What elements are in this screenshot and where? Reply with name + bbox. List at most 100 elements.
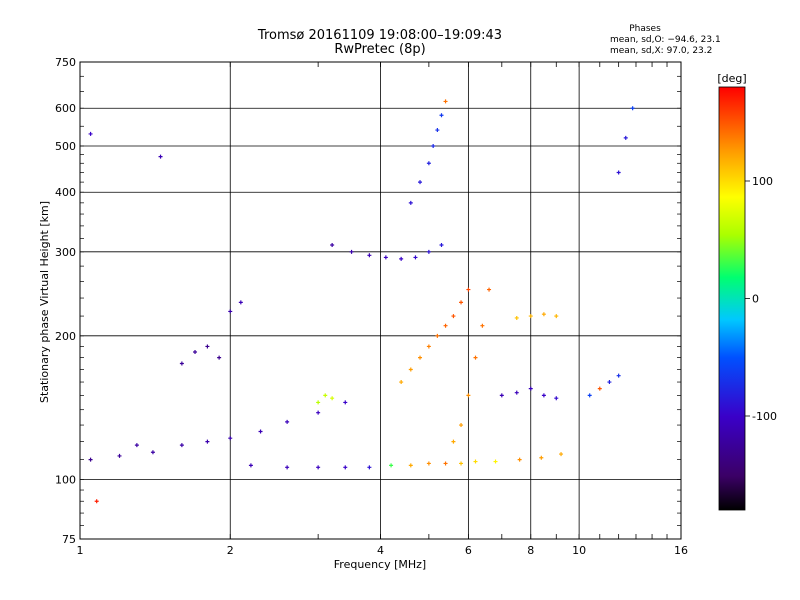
data-point xyxy=(349,249,354,254)
data-point xyxy=(517,457,522,462)
stats-o: mean, sd,O: −94.6, 23.1 xyxy=(610,35,721,45)
data-point xyxy=(117,453,122,458)
data-point xyxy=(473,459,478,464)
data-point xyxy=(554,396,559,401)
data-point xyxy=(439,113,444,118)
y-tick-label: 500 xyxy=(55,140,76,153)
grid xyxy=(80,62,681,539)
data-point xyxy=(597,386,602,391)
data-point xyxy=(487,287,492,292)
data-point xyxy=(426,161,431,166)
y-tick-label: 75 xyxy=(62,533,76,546)
x-tick-label: 10 xyxy=(572,544,586,557)
data-point xyxy=(228,309,233,314)
data-point xyxy=(554,314,559,319)
data-point xyxy=(541,312,546,317)
data-point xyxy=(559,452,564,457)
data-point xyxy=(150,450,155,455)
data-point xyxy=(205,439,210,444)
data-point xyxy=(316,400,321,405)
y-tick-label: 200 xyxy=(55,330,76,343)
data-point xyxy=(528,386,533,391)
colorbar xyxy=(718,86,746,511)
data-point xyxy=(480,323,485,328)
data-point xyxy=(158,154,163,159)
data-point xyxy=(408,367,413,372)
data-point xyxy=(514,315,519,320)
data-point xyxy=(431,143,436,148)
data-point xyxy=(443,99,448,104)
y-tick-label: 100 xyxy=(55,473,76,486)
stats-x: mean, sd,X: 97.0, 23.2 xyxy=(610,46,712,56)
colorbar-tick-label: -100 xyxy=(752,410,777,423)
data-point xyxy=(258,429,263,434)
data-point xyxy=(473,355,478,360)
x-tick-label: 8 xyxy=(527,544,534,557)
x-tick-label: 2 xyxy=(227,544,234,557)
x-tick-label: 4 xyxy=(377,544,384,557)
data-point xyxy=(418,180,423,185)
chart-title: Tromsø 20161109 19:08:00–19:09:43 xyxy=(257,28,502,43)
data-point xyxy=(466,287,471,292)
data-point xyxy=(217,355,222,360)
stats-header: Phases xyxy=(629,24,661,34)
data-point xyxy=(459,423,464,428)
chart-subtitle: RwPretec (8p) xyxy=(334,42,425,57)
data-point xyxy=(94,499,99,504)
data-point xyxy=(330,396,335,401)
data-point xyxy=(383,255,388,260)
data-point xyxy=(451,314,456,319)
data-point xyxy=(399,380,404,385)
data-point xyxy=(343,465,348,470)
data-point xyxy=(408,463,413,468)
data-point xyxy=(367,465,372,470)
data-point xyxy=(528,314,533,319)
data-point xyxy=(323,393,328,398)
data-point xyxy=(88,131,93,136)
y-tick-label: 750 xyxy=(55,56,76,69)
data-point xyxy=(499,393,504,398)
data-point xyxy=(248,463,253,468)
data-point xyxy=(630,106,635,111)
colorbar-tick-label: 0 xyxy=(752,293,759,306)
data-point xyxy=(228,436,233,441)
data-point xyxy=(238,300,243,305)
y-tick-label: 600 xyxy=(55,102,76,115)
data-point xyxy=(413,255,418,260)
data-point xyxy=(179,361,184,366)
data-point xyxy=(616,170,621,175)
data-point xyxy=(205,344,210,349)
data-point xyxy=(439,243,444,248)
data-point xyxy=(541,393,546,398)
x-axis-label: Frequency [MHz] xyxy=(334,558,426,571)
data-point xyxy=(426,249,431,254)
data-point xyxy=(426,344,431,349)
data-point xyxy=(408,200,413,205)
data-point xyxy=(426,461,431,466)
data-point xyxy=(539,455,544,460)
data-point xyxy=(435,333,440,338)
data-point xyxy=(493,459,498,464)
data-point xyxy=(367,253,372,258)
data-point xyxy=(514,390,519,395)
data-point xyxy=(179,443,184,448)
axes: 1 2 4 6 8 10 16 75 100 200 300 400 500 600 750 xyxy=(55,56,688,557)
y-tick-label: 400 xyxy=(55,186,76,199)
y-axis-label: Stationary phase Virtual Height [km] xyxy=(38,201,51,403)
data-point xyxy=(443,461,448,466)
data-point xyxy=(285,465,290,470)
x-tick-label: 6 xyxy=(465,544,472,557)
data-point xyxy=(193,349,198,354)
colorbar-tick-label: 100 xyxy=(752,175,773,188)
data-point xyxy=(459,300,464,305)
data-point xyxy=(330,243,335,248)
data-point xyxy=(616,373,621,378)
data-point xyxy=(399,256,404,261)
colorbar-ticks: 100 0 -100 xyxy=(745,175,777,423)
data-point xyxy=(443,323,448,328)
data-point xyxy=(451,439,456,444)
data-point xyxy=(88,457,93,462)
data-point xyxy=(316,465,321,470)
data-point xyxy=(459,461,464,466)
